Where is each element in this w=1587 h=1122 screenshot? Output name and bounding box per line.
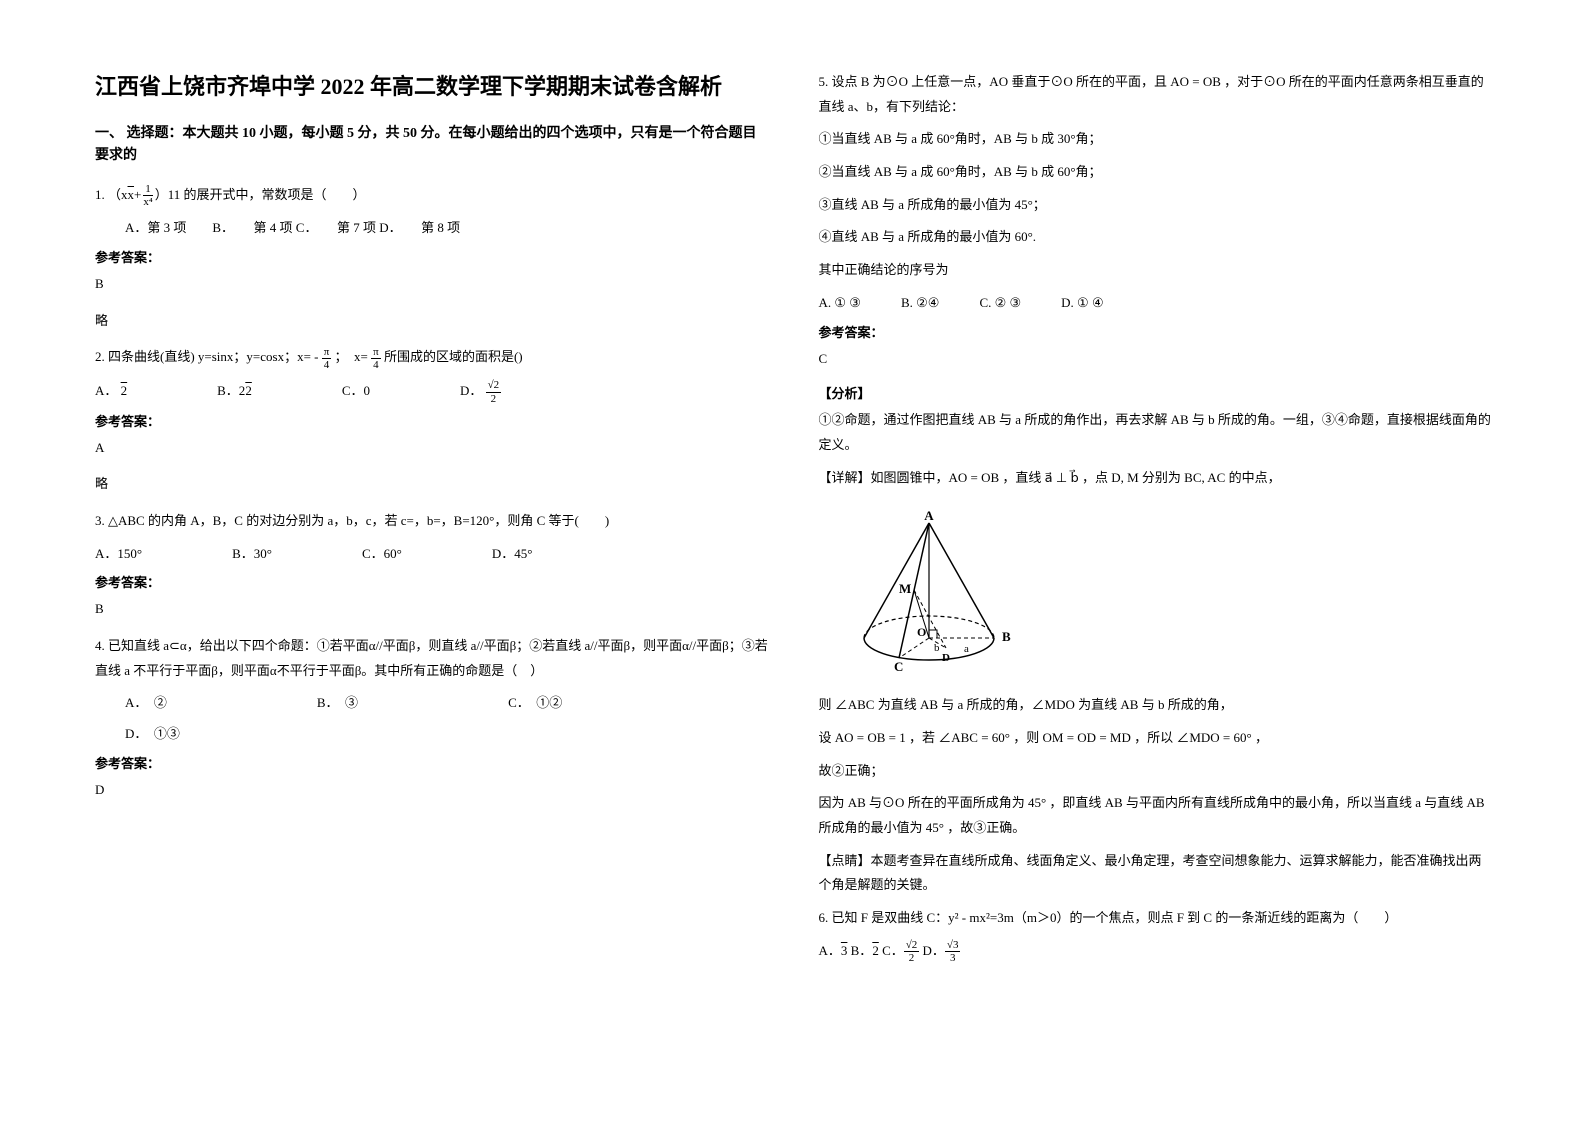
q5-answer: C — [819, 347, 1493, 372]
q6-optA: A．3 — [819, 943, 848, 958]
cone-diagram: A B C D M O a b — [839, 508, 1493, 683]
q1-stem-exp: ）11 的展开式中，常数项是（ ） — [155, 187, 366, 202]
q5-point: 【点睛】本题考查异在直线所成角、线面角定义、最小角定理，考查空间想象能力、运算求… — [819, 849, 1493, 898]
q5-analysis-label: 【分析】 — [819, 383, 1493, 402]
sqrt3-a: 3 — [841, 943, 848, 958]
q1-options: A．第 3 项 B． 第 4 项 C． 第 7 项 D． 第 8 项 — [95, 216, 769, 241]
q2-optA: A． 2 — [95, 379, 127, 405]
q4-optC: C． ①② — [508, 691, 562, 716]
q6-stem: 6. 已知 F 是双曲线 C：y² - mx²=3m（m＞0）的一个焦点，则点 … — [819, 906, 1493, 931]
q5-conclusion3: 故②正确； — [819, 759, 1493, 784]
q3-stem: 3. △ABC 的内角 A，B，C 的对边分别为 a，b，c，若 c=，b=，B… — [95, 509, 769, 534]
label-O: O — [917, 625, 926, 639]
section-header: 一、 选择题：本大题共 10 小题，每小题 5 分，共 50 分。在每小题给出的… — [95, 123, 769, 168]
q2-answer-label: 参考答案： — [95, 411, 769, 430]
q4-optA: A． ② — [125, 691, 167, 716]
q3-answer-label: 参考答案： — [95, 572, 769, 591]
q1-answer: B — [95, 272, 769, 297]
q2-optB: B．22 — [217, 379, 252, 405]
label-B: B — [1002, 629, 1011, 644]
frac-pi4-b: π4 — [371, 346, 381, 371]
q1-answer-label: 参考答案： — [95, 247, 769, 266]
frac-sqrt2-2: √22 — [486, 379, 502, 404]
q2-answer: A — [95, 436, 769, 461]
q4-answer: D — [95, 778, 769, 803]
q5-line5: 其中正确结论的序号为 — [819, 258, 1493, 283]
q5-optA: A. ① ③ — [819, 291, 861, 316]
cone-svg: A B C D M O a b — [839, 508, 1029, 678]
q3-optA: A．150° — [95, 542, 142, 567]
q5-analysis1: ①②命题，通过作图把直线 AB 与 a 所成的角作出，再去求解 AB 与 b 所… — [819, 408, 1493, 457]
label-A: A — [924, 508, 934, 523]
label-C: C — [894, 659, 903, 674]
q5-conclusion2: 设 AO = OB = 1 ，若 ∠ABC = 60° ，则 OM = OD =… — [819, 726, 1493, 751]
q4-answer-label: 参考答案： — [95, 753, 769, 772]
q4-stem: 4. 已知直线 a⊂α，给出以下四个命题：①若平面α//平面β，则直线 a//平… — [95, 634, 769, 683]
label-M: M — [899, 581, 911, 596]
label-a: a — [964, 643, 969, 655]
q5-conclusion1: 则 ∠ABC 为直线 AB 与 a 所成的角，∠MDO 为直线 AB 与 b 所… — [819, 693, 1493, 718]
q3-answer: B — [95, 597, 769, 622]
q1-stem: 1. （xx+1x⁴）11 的展开式中，常数项是（ ） — [95, 183, 769, 209]
q2-optC: C．0 — [342, 379, 370, 405]
q6-options: A．3 B．2 C．√22 D．√33 — [819, 939, 1493, 965]
q5-answer-label: 参考答案： — [819, 322, 1493, 341]
q1-stem-mid: + — [134, 187, 141, 202]
right-column: 5. 设点 B 为⊙O 上任意一点，AO 垂直于⊙O 所在的平面，且 AO = … — [819, 70, 1493, 1092]
q5-stem: 5. 设点 B 为⊙O 上任意一点，AO 垂直于⊙O 所在的平面，且 AO = … — [819, 70, 1493, 119]
sqrt2-a: 2 — [121, 383, 128, 398]
q5-options: A. ① ③ B. ②④ C. ② ③ D. ① ④ — [819, 291, 1493, 316]
q1-stem-prefix: 1. （x — [95, 187, 128, 202]
frac-sqrt3-3: √33 — [945, 939, 961, 964]
frac-sqrt2-2b: √22 — [904, 939, 920, 964]
frac-pi4-a: π4 — [322, 346, 332, 371]
q4-options-row2: D． ①③ — [95, 722, 769, 747]
q4-optD: D． ①③ — [125, 722, 180, 747]
doc-title: 江西省上饶市齐埠中学 2022 年高二数学理下学期期末试卷含解析 — [95, 70, 769, 103]
q2-stem: 2. 四条曲线(直线) y=sinx；y=cosx；x= - π4 ； x= π… — [95, 345, 769, 371]
q1-note: 略 — [95, 309, 769, 334]
q4-optB: B． ③ — [317, 691, 358, 716]
q5-line2: ②当直线 AB 与 a 成 60°角时，AB 与 b 成 60°角； — [819, 160, 1493, 185]
q2-b: ； x= — [331, 349, 371, 364]
label-D: D — [942, 652, 950, 664]
q2-options: A． 2 B．22 C．0 D． √22 — [95, 379, 769, 405]
q5-optB: B. ②④ — [901, 291, 939, 316]
q2-optD: D． √22 — [460, 379, 501, 405]
frac-1-x4: 1x⁴ — [141, 183, 154, 208]
q5-optD: D. ① ④ — [1061, 291, 1103, 316]
label-b: b — [934, 642, 940, 654]
q2-a: 2. 四条曲线(直线) y=sinx；y=cosx；x= - — [95, 349, 322, 364]
q6-optC: C．√22 — [882, 943, 919, 958]
q3-optC: C．60° — [362, 542, 402, 567]
q4-options-row1: A． ② B． ③ C． ①② — [95, 691, 769, 716]
q3-options: A．150° B．30° C．60° D．45° — [95, 542, 769, 567]
q3-optD: D．45° — [492, 542, 533, 567]
q5-conclusion4: 因为 AB 与⊙O 所在的平面所成角为 45° ，即直线 AB 与平面内所有直线… — [819, 791, 1493, 840]
q5-line1: ①当直线 AB 与 a 成 60°角时，AB 与 b 成 30°角； — [819, 127, 1493, 152]
q5-optC: C. ② ③ — [979, 291, 1021, 316]
q6-optD: D．√33 — [923, 943, 961, 958]
left-column: 江西省上饶市齐埠中学 2022 年高二数学理下学期期末试卷含解析 一、 选择题：… — [95, 70, 769, 1092]
q6-optB: B．2 — [851, 943, 879, 958]
q2-c: 所围成的区域的面积是() — [381, 349, 523, 364]
q2-note: 略 — [95, 472, 769, 497]
sqrt2-c: 2 — [872, 943, 879, 958]
q3-optB: B．30° — [232, 542, 272, 567]
sqrt2-b: 2 — [245, 383, 252, 398]
q5-detail: 【详解】如图圆锥中，AO = OB ，直线 a⃗ ⊥ b⃗ ，点 D, M 分别… — [819, 466, 1493, 491]
q5-line3: ③直线 AB 与 a 所成角的最小值为 45°； — [819, 193, 1493, 218]
q5-line4: ④直线 AB 与 a 所成角的最小值为 60°. — [819, 225, 1493, 250]
